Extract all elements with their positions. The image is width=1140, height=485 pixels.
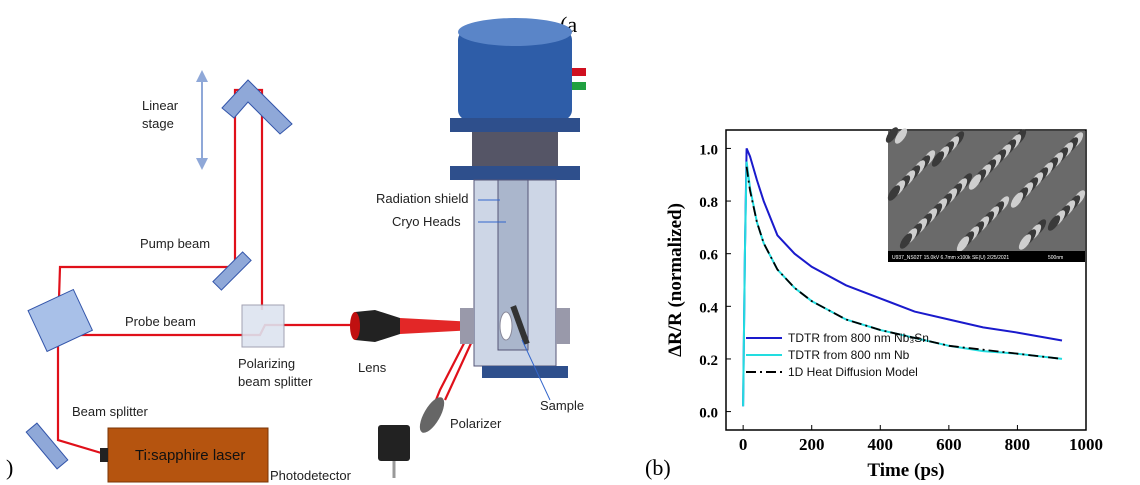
label: beam splitter (238, 374, 313, 389)
y-tick-label: 0.6 (699, 248, 718, 264)
label: Polarizer (450, 416, 502, 431)
series-line (745, 166, 1063, 360)
x-tick-label: 0 (739, 435, 748, 454)
sample (510, 305, 530, 345)
label: stage (142, 116, 174, 131)
y-tick-label: 0.0 (699, 406, 718, 422)
inset-grain (1018, 234, 1032, 250)
v-mirror (221, 79, 293, 135)
x-axis-label: Time (ps) (867, 460, 944, 481)
inset-bar (888, 251, 1085, 262)
label: Pump beam (140, 236, 210, 251)
inset-grain (956, 236, 970, 252)
label: Radiation shield (376, 191, 469, 206)
y-tick-label: 0.8 (699, 195, 718, 211)
focused-beam (400, 318, 475, 334)
label: Beam splitter (72, 404, 149, 419)
label: Probe beam (125, 314, 196, 329)
x-tick-label: 200 (799, 435, 825, 454)
x-tick-label: 800 (1005, 435, 1031, 454)
polarizer (419, 397, 445, 433)
panel-label: ) (6, 455, 13, 480)
inset-grain (931, 151, 945, 167)
chart: U937_NS02T 15.0kV 6.7mm x100k SE(U) 2/25… (665, 127, 1103, 481)
label: Lens (358, 360, 387, 375)
y-tick-label: 0.4 (699, 300, 718, 316)
lens (355, 310, 400, 342)
inset-grain (899, 233, 913, 249)
y-tick-label: 1.0 (699, 142, 718, 158)
label: Ti:sapphire laser (135, 447, 245, 464)
inset-scale: 500nm (1048, 255, 1063, 261)
label: Cryo Heads (392, 214, 461, 229)
laser-beams (56, 88, 479, 457)
legend-label: 1D Heat Diffusion Model (788, 365, 918, 379)
inset-grain (1047, 215, 1061, 231)
laser (107, 427, 269, 483)
mirror (25, 422, 69, 470)
label: Linear (142, 98, 179, 113)
x-tick-label: 1000 (1069, 435, 1103, 454)
label: Sample (540, 398, 584, 413)
setup-diagram: Linear stage Pump beam Probe beam Polari… (25, 18, 586, 483)
cryostat (450, 18, 586, 401)
beam-splitter (27, 288, 94, 353)
legend-label: TDTR from 800 nm Nb₃Sn (788, 331, 929, 345)
label: Photodetector (270, 468, 352, 483)
photodetector (378, 425, 410, 461)
series-line (742, 148, 1063, 407)
legend-label: TDTR from 800 nm Nb (788, 348, 910, 362)
inset-grain (894, 128, 908, 144)
y-axis-label: ΔR/R (normalized) (665, 203, 686, 357)
x-tick-label: 400 (868, 435, 894, 454)
inset-caption: U937_NS02T 15.0kV 6.7mm x100k SE(U) 2/25… (892, 255, 1009, 261)
inset-grain (885, 127, 899, 143)
x-tick-label: 600 (936, 435, 962, 454)
inset-grain (968, 174, 982, 190)
mirror (212, 251, 252, 291)
inset-grain (1010, 192, 1024, 208)
inset-grain (887, 185, 901, 201)
panel-label: (b) (645, 455, 671, 480)
y-tick-label: 0.2 (699, 353, 718, 369)
polarizing-cube (241, 304, 285, 348)
label: Polarizing (238, 356, 295, 371)
